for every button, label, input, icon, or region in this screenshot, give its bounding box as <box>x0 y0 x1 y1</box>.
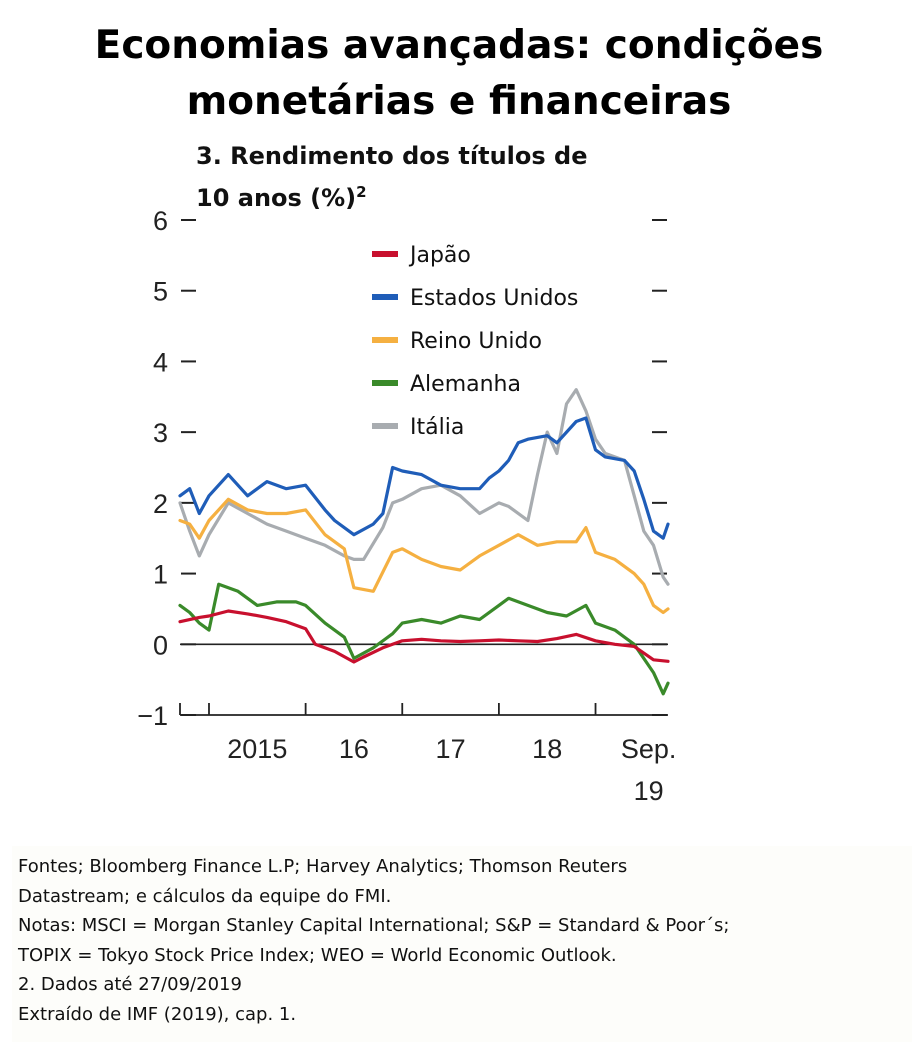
note-line: Notas: MSCI = Morgan Stanley Capital Int… <box>18 915 730 936</box>
x-tick-label: 18 <box>532 734 562 764</box>
yield-line-chart: −1 0 1 2 3 4 5 6 2015 16 17 18 Sep. 19 Japão Estados Un… <box>137 206 677 806</box>
y-tick-label: 2 <box>153 489 168 519</box>
source-notes: Fontes; Bloomberg Finance L.P; Harvey An… <box>12 846 912 1042</box>
legend-label: Estados Unidos <box>410 286 578 311</box>
x-tick-label: 19 <box>634 776 664 806</box>
y-tick-label: 1 <box>153 560 168 590</box>
y-tick-label: 5 <box>153 277 168 307</box>
series-line-2 <box>178 416 670 540</box>
legend-label: Reino Unido <box>410 329 542 354</box>
legend-label: Japão <box>408 243 471 268</box>
note-line: Fontes; Bloomberg Finance L.P; Harvey An… <box>18 856 628 877</box>
y-tick-label: 0 <box>153 630 168 660</box>
series-line-3 <box>178 497 670 615</box>
title-line-1: Economias avançadas: condições <box>94 23 824 68</box>
note-line: Extraído de IMF (2019), cap. 1. <box>18 1003 297 1025</box>
chart-main-title: Economias avançadas: condições monetária… <box>0 18 918 130</box>
legend-label: Itália <box>410 415 464 440</box>
y-tick-label: 4 <box>153 347 168 377</box>
y-tick-label: −1 <box>137 701 168 731</box>
note-line: 2. Dados até 27/09/2019 <box>18 974 242 995</box>
subtitle-superscript: 2 <box>356 183 367 201</box>
y-tick-label: 6 <box>153 206 168 236</box>
series-line-1 <box>178 609 670 664</box>
x-tick-label: 16 <box>339 734 369 764</box>
title-line-2: monetárias e financeiras <box>186 79 732 124</box>
subtitle-line-2: 10 anos (%) <box>196 184 357 212</box>
series-line-5 <box>178 388 670 586</box>
legend-label: Alemanha <box>410 372 521 397</box>
x-tick-label: 17 <box>436 734 466 764</box>
series-line-4 <box>178 582 670 696</box>
chart-subtitle: 3. Rendimento dos títulos de 10 anos (%)… <box>196 138 588 216</box>
x-tick-label: Sep. <box>621 734 677 764</box>
subtitle-line-2-wrap: 10 anos (%)2 <box>196 174 588 216</box>
subtitle-line-1: 3. Rendimento dos títulos de <box>196 142 588 170</box>
note-line: TOPIX = Tokyo Stock Price Index; WEO = W… <box>18 944 617 966</box>
x-tick-label: 2015 <box>227 734 287 764</box>
y-tick-label: 3 <box>153 418 168 448</box>
note-line: Datastream; e cálculos da equipe do FMI. <box>18 885 392 907</box>
